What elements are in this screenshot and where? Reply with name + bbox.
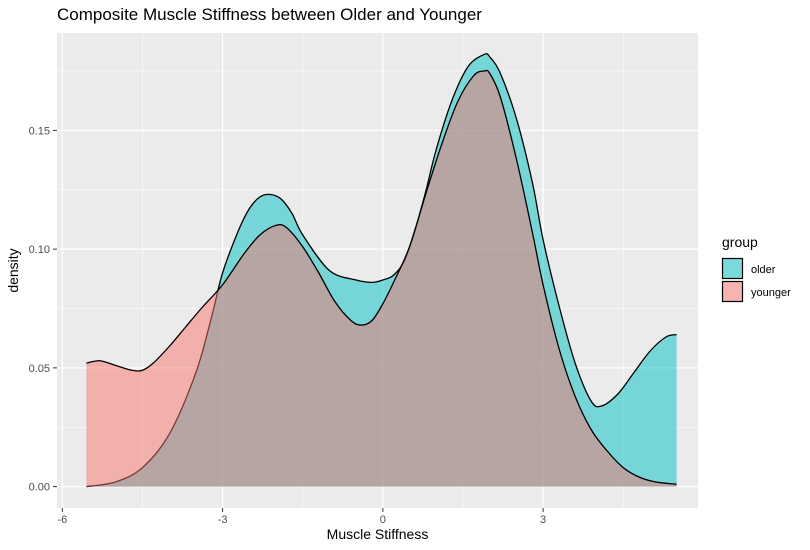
y-tick-label: 0.00	[29, 482, 50, 494]
density-line-younger	[86, 69, 677, 485]
density-areas	[86, 52, 677, 488]
y-axis-ticks: 0.00 0.05 0.10 0.15	[29, 125, 57, 494]
x-tick-label: 0	[380, 514, 386, 526]
y-tick-label: 0.10	[29, 244, 50, 256]
x-axis-title: Muscle Stiffness	[327, 526, 429, 542]
legend-key-older	[721, 257, 744, 280]
x-axis-ticks: -6 -3 0 3	[57, 508, 546, 526]
y-tick-label: 0.05	[29, 363, 50, 375]
y-axis-title: density	[5, 248, 21, 292]
legend-title: group	[722, 234, 758, 250]
legend: group older younger	[721, 234, 791, 303]
density-area-younger	[86, 70, 677, 487]
legend-label-older: older	[751, 264, 776, 276]
x-tick-label: 3	[540, 514, 546, 526]
legend-key-younger	[721, 280, 744, 303]
legend-label-younger: younger	[751, 287, 791, 299]
chart-title: Composite Muscle Stiffness between Older…	[57, 5, 482, 24]
x-tick-label: -3	[218, 514, 228, 526]
x-tick-label: -6	[57, 514, 67, 526]
y-tick-label: 0.15	[29, 125, 50, 137]
